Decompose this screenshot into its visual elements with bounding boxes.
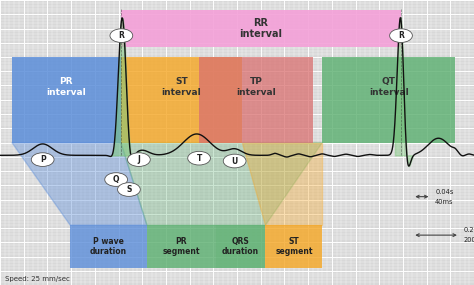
Text: P wave
duration: P wave duration bbox=[90, 237, 127, 256]
Circle shape bbox=[128, 153, 150, 166]
Text: Q: Q bbox=[113, 175, 119, 184]
Text: RR
interval: RR interval bbox=[239, 18, 282, 39]
Bar bbox=[322, 57, 455, 142]
Circle shape bbox=[118, 183, 140, 196]
Text: TP
interval: TP interval bbox=[236, 77, 276, 97]
Bar bbox=[121, 57, 242, 142]
Bar bbox=[216, 225, 265, 268]
Circle shape bbox=[110, 29, 133, 42]
Circle shape bbox=[105, 173, 128, 186]
Text: QT
interval: QT interval bbox=[369, 77, 409, 97]
Text: R: R bbox=[118, 31, 124, 40]
Text: QRS
duration: QRS duration bbox=[222, 237, 259, 256]
Text: ST
interval: ST interval bbox=[162, 77, 201, 97]
Text: Speed: 25 mm/sec: Speed: 25 mm/sec bbox=[5, 276, 70, 282]
Circle shape bbox=[31, 153, 54, 166]
Circle shape bbox=[223, 154, 246, 168]
Bar bbox=[70, 225, 147, 268]
Text: P: P bbox=[40, 155, 46, 164]
Bar bbox=[199, 57, 313, 142]
Text: 200ms: 200ms bbox=[464, 237, 474, 243]
Text: ST
segment: ST segment bbox=[275, 237, 313, 256]
Text: R: R bbox=[398, 31, 404, 40]
Bar bbox=[121, 10, 401, 47]
Bar bbox=[265, 225, 322, 268]
Bar bbox=[147, 225, 216, 268]
Text: J: J bbox=[137, 155, 140, 164]
Text: PR
segment: PR segment bbox=[163, 237, 200, 256]
Circle shape bbox=[188, 151, 210, 165]
Text: U: U bbox=[231, 156, 238, 166]
Text: 0.04s: 0.04s bbox=[435, 188, 454, 195]
Bar bbox=[12, 57, 121, 142]
Text: S: S bbox=[126, 185, 132, 194]
Text: T: T bbox=[196, 154, 202, 163]
Text: PR
interval: PR interval bbox=[46, 77, 86, 97]
Polygon shape bbox=[12, 142, 147, 225]
Text: 40ms: 40ms bbox=[435, 199, 454, 205]
Text: 0.20s: 0.20s bbox=[464, 227, 474, 233]
Circle shape bbox=[390, 29, 412, 42]
Polygon shape bbox=[242, 142, 322, 225]
Polygon shape bbox=[121, 142, 322, 225]
